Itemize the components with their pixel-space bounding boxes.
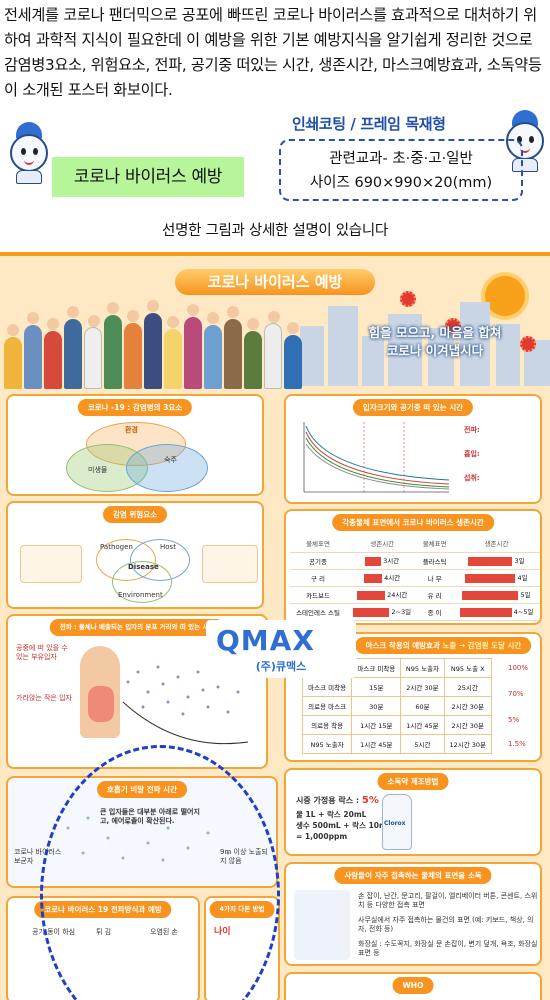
survival-table: 물체표면 생존시간 물체표면 생존시간 공기중 3시간 플라스틱 3일 구 리 4시… [290,535,540,621]
disinfect-bleach: 시중 가정용 락스 : 5% [296,795,379,806]
mask-pct: 5% [508,716,520,724]
air-time-chart [303,422,450,493]
panel-survival-title: 각종물체 표면에서 코로나 바이러스 생존시간 [332,514,494,531]
risk-disease: Disease [128,563,159,571]
sun-graphic [485,276,525,316]
subtitle: 선명한 그림과 상세한 설명이 있습니다 [162,223,388,239]
panel-who: WHO [284,972,542,1000]
panel-survival: 각종물체 표면에서 코로나 바이러스 생존시간 물체표면 생존시간 물체표면 생존시… [284,509,542,625]
touch-line-2: 사무실에서 자주 접촉하는 물건의 표면 (예: 키보드, 책상, 의자, 전화… [358,916,534,933]
product-name-tag: 코로나 바이러스 예방 [52,157,244,197]
disinfect-line-2: 생수 500mL + 락스 10mL [296,821,392,830]
table-row: 의료용 착용 1시간 15분 1시간 45분 2시간 30분 [301,715,493,735]
air-label-b: 흡입: [464,450,480,458]
panel-who-title: WHO [392,977,434,994]
panel-disinfect-title: 소독약 제조방법 [377,773,449,790]
panel-mask: 마스크 착용의 예방효과 노출 → 감염원 도달 시간 마스크 미착용 N95 노… [284,632,542,762]
mask-pct: 100% [508,664,529,672]
panel-disinfect: 소독약 제조방법 시중 가정용 락스 : 5% 물 1L + 락스 20mL 생… [284,768,542,856]
mask-table: 마스크 미착용 N95 노출자 N95 노출 X 마스크 미착용 15분 2시간 30분… [301,658,493,754]
crowd-illustration [0,294,310,389]
triad-pathogen: 미생물 [88,466,108,474]
table-row: N95 노출자 1시간 45분 5시간 12시간 30분 [301,734,493,754]
panel-air-time-title: 입자크기와 공기중 떠 있는 시간 [352,399,474,416]
poster-title: 코로나 바이러스 예방 [175,269,375,295]
mascot-right [500,110,550,172]
panel-air-time: 입자크기와 공기중 떠 있는 시간 전파: 흡입: 섭취: [284,394,542,504]
particle-cloud [122,665,249,745]
droplet-infected: 코로나 바이러스 보균자 [14,848,62,865]
touch-line-1: 손 잡이, 난간, 문고리, 팔걸이, 엘리베이터 버튼, 콘센트, 스위치 등… [358,892,538,909]
panel-triad-title: 코로나 -19 : 감염병의 3요소 [77,399,193,416]
qmax-logo: QMAX [216,624,315,657]
mask-pct: 1.5% [508,740,526,748]
panel-touch: 사람들이 자주 접촉하는 물체의 표면을 소독 손 잡이, 난간, 문고리, 팔… [284,862,542,966]
spread-note-1: 공중에 떠 있을 수 있는 부유입자 [16,644,68,661]
subjects-text: 관련교과- 초·중·고·일반 [329,151,473,167]
panel-risk: 감염 위험요소 Pathogen Host Disease Environmen… [6,501,264,609]
product-description: 전세계를 코로나 팬더믹으로 공포에 빠뜨린 코로나 바이러스를 효과적으로 대… [4,6,542,99]
size-text: 사이즈 690×990×20(mm) [309,175,493,191]
disinfect-line-1: 물 1L + 락스 20mL [296,810,367,819]
table-row: 스테인레스 스틸 2~3일 종 이 4~5일 [290,603,540,621]
panel-mask-title: 마스크 착용의 예방효과 노출 → 감염원 도달 시간 [355,637,532,654]
air-label-c: 섭취: [464,474,480,482]
touch-line-3: 화장실 : 수도꼭지, 화장실 문 손잡이, 변기 덮개, 욕조, 화장실 표면… [358,940,538,957]
slogan: 힘을 모으고, 마음을 합쳐 코로나 이겨냅시다 [368,325,502,358]
mask-pct: 70% [508,690,524,698]
highlight-circle [40,745,280,1000]
risk-pathogen: Pathogen [100,543,133,551]
coating-info: 인쇄코팅 / 프레임 목재형 [292,115,446,133]
risk-host: Host [160,543,176,551]
panel-risk-title: 감염 위험요소 [102,506,168,523]
spread-note-2: 가라앉는 작은 입자 [16,694,72,702]
panel-touch-title: 사람들이 자주 접촉하는 물체의 표면을 소독 [334,867,492,884]
triad-environment: 환경 [125,426,138,434]
air-label-a: 전파: [464,426,480,434]
city-skyline [300,296,550,386]
panel-triad: 코로나 -19 : 감염병의 3요소 환경 미생물 숙주 [6,394,264,496]
triad-host: 숙주 [164,456,177,464]
spec-box: 관련교과- 초·중·고·일반 사이즈 690×990×20(mm) [279,139,523,201]
table-row: 의료용 마스크 30분 60분 2시간 30분 [301,696,493,716]
table-row: 공기중 3시간 플라스틱 3일 [290,552,540,570]
qmax-sub: (주)큐맥스 [255,660,307,673]
mascot-left [4,122,54,184]
qmax-watermark: QMAX (주)큐맥스 [206,620,356,678]
disinfect-ppm: = 1,000ppm [296,832,348,841]
panel-spread-title: 전파 : 물체나 배출되는 입자의 분포 거리와 떠 있는 시간 [49,619,225,636]
risk-environment: Environment [118,591,163,599]
table-row: 카드보드 24시간 유 리 5일 [290,586,540,604]
table-row: 구 리 4시간 나 무 4일 [290,569,540,587]
table-row: 마스크 미착용 15분 2시간 30분 25시간 [301,677,493,697]
bleach-bottle: Clorox [382,794,412,850]
